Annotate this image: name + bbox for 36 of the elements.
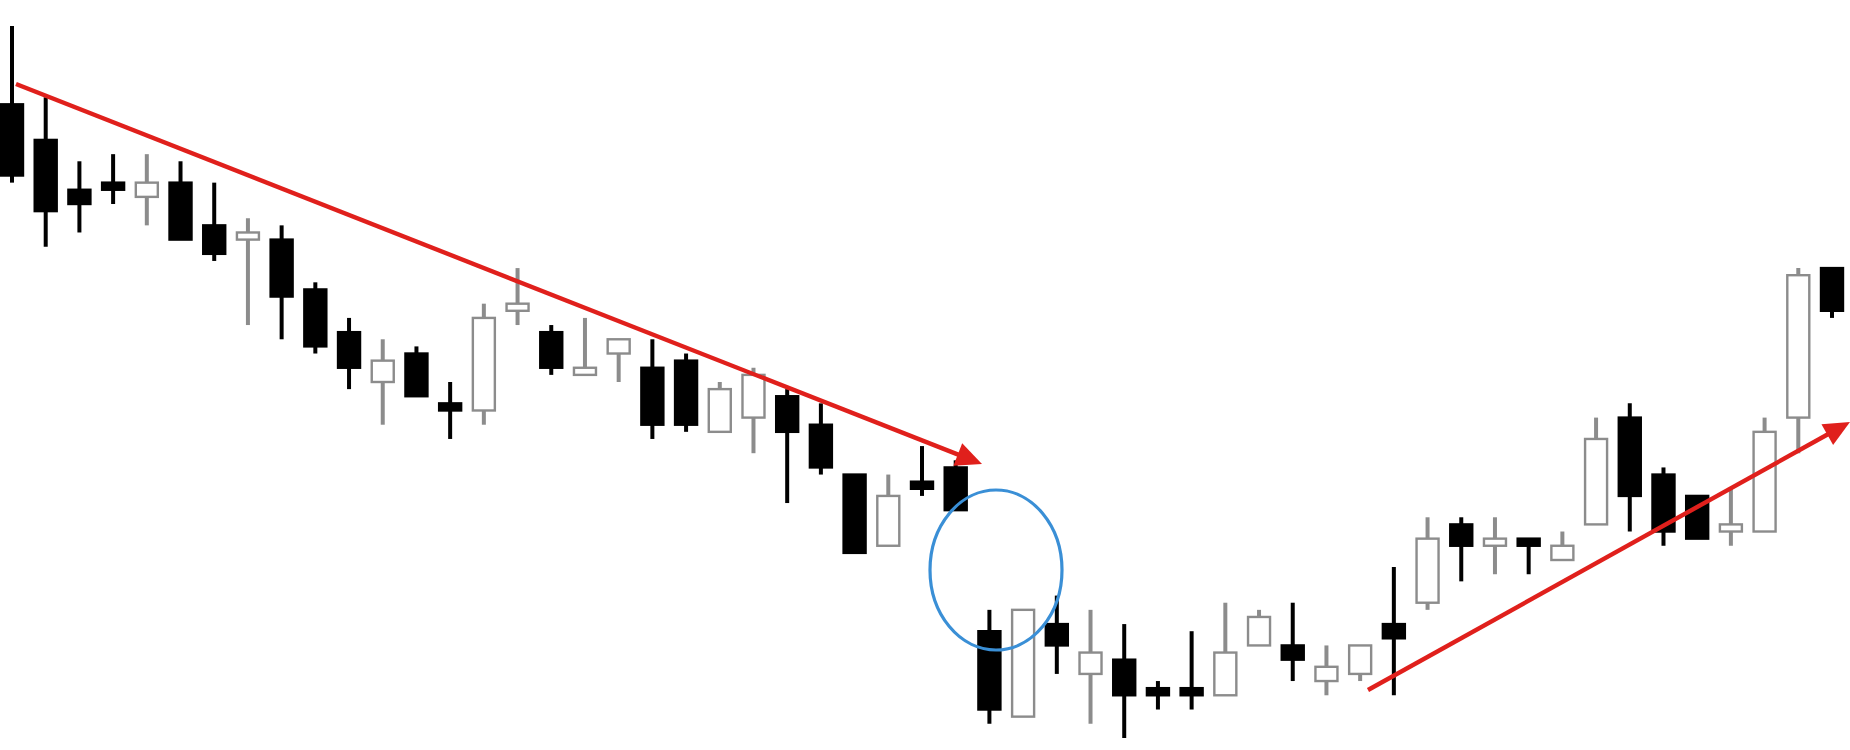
candlestick: [1449, 515, 1474, 584]
candlestick: [606, 337, 631, 384]
candlestick: [1819, 266, 1845, 320]
candlestick: [707, 380, 732, 434]
candlestick: [100, 152, 126, 206]
candlestick: [943, 458, 968, 513]
candlestick: [1280, 600, 1305, 684]
candlestick: [1516, 536, 1541, 577]
candlestick: [1044, 593, 1070, 676]
candlestick: [134, 152, 160, 228]
candlestick: [1381, 565, 1407, 698]
candlestick: [1213, 600, 1238, 698]
candlestick: [1482, 515, 1508, 577]
candlestick: [437, 380, 463, 441]
candlestick: [1246, 607, 1272, 648]
candlestick: [539, 323, 564, 377]
candlestick: [909, 444, 935, 498]
candlestick: [1179, 629, 1204, 712]
candlestick: [1718, 486, 1744, 548]
candlestick: [235, 216, 261, 328]
candlestick: [741, 365, 766, 456]
candlestick: [1314, 643, 1339, 698]
candlestick: [1078, 607, 1103, 726]
candlestick: [1550, 529, 1575, 562]
candlestick: [1347, 643, 1373, 684]
candlestick: [202, 180, 227, 263]
candlestick: [505, 266, 530, 328]
candlestick: [1112, 622, 1137, 740]
candlestick: [370, 337, 395, 427]
candlestick: [67, 159, 92, 235]
candlestick: [1145, 679, 1171, 712]
candlestick: [404, 344, 429, 399]
candlestick: [572, 315, 598, 377]
candlestick: [336, 315, 362, 392]
candlestick: [808, 401, 834, 477]
candlestick: [774, 387, 800, 506]
